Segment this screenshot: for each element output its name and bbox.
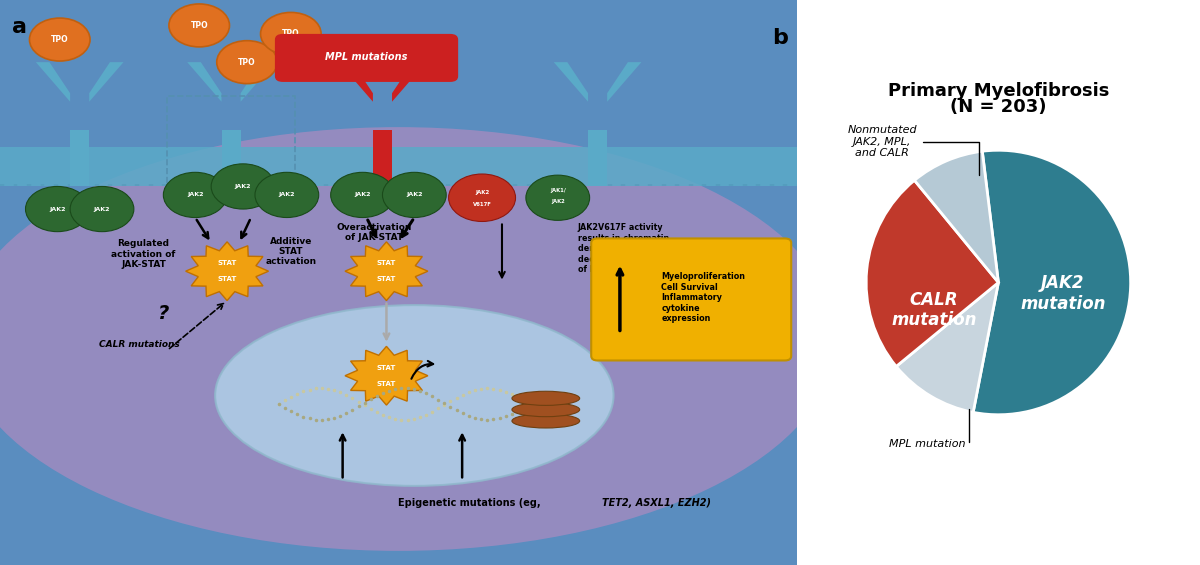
Text: CALR
mutation: CALR mutation [892, 290, 977, 329]
Wedge shape [914, 151, 998, 282]
Text: TPO: TPO [282, 29, 300, 38]
Circle shape [169, 4, 229, 47]
Circle shape [331, 172, 395, 218]
Text: JAK2V617F activity
results in chromatin
demethylation and
decreased binding
of H: JAK2V617F activity results in chromatin … [577, 223, 668, 274]
Text: TPO: TPO [191, 21, 208, 30]
Text: JAK1/: JAK1/ [550, 189, 565, 193]
Circle shape [70, 186, 134, 232]
Text: JAK2: JAK2 [354, 193, 371, 197]
Text: STAT: STAT [377, 260, 396, 266]
Text: JAK2: JAK2 [551, 199, 565, 203]
Polygon shape [607, 62, 642, 130]
Circle shape [30, 18, 90, 61]
Polygon shape [553, 62, 588, 130]
Ellipse shape [215, 305, 613, 486]
Polygon shape [36, 62, 70, 130]
Text: Additive
STAT
activation: Additive STAT activation [265, 237, 317, 266]
Text: JAK2: JAK2 [49, 207, 66, 211]
Polygon shape [338, 62, 373, 130]
Bar [70, 130, 89, 186]
FancyBboxPatch shape [275, 34, 458, 82]
Polygon shape [187, 62, 222, 130]
Polygon shape [241, 62, 275, 130]
Circle shape [217, 41, 277, 84]
Text: CALR mutations: CALR mutations [100, 340, 180, 349]
Text: Myeloproliferation
Cell Survival
Inflammatory
cytokine
expression: Myeloproliferation Cell Survival Inflamm… [661, 272, 745, 323]
Bar [0, 147, 797, 186]
FancyBboxPatch shape [592, 238, 791, 360]
Text: JAK2: JAK2 [235, 184, 251, 189]
Text: TET2, ASXL1, EZH2): TET2, ASXL1, EZH2) [601, 498, 710, 508]
Text: (N = 203): (N = 203) [950, 98, 1046, 116]
Ellipse shape [0, 127, 836, 551]
Wedge shape [973, 150, 1130, 415]
Text: MPL mutations: MPL mutations [325, 53, 408, 62]
Text: STAT: STAT [217, 276, 236, 282]
Text: STAT: STAT [377, 276, 396, 282]
Polygon shape [186, 242, 269, 301]
Text: STAT: STAT [377, 381, 396, 386]
Ellipse shape [512, 402, 580, 417]
Polygon shape [346, 346, 428, 405]
Circle shape [211, 164, 275, 209]
Circle shape [260, 12, 322, 55]
Text: Epigenetic mutations (eg,: Epigenetic mutations (eg, [398, 498, 545, 508]
Text: JAK2: JAK2 [406, 193, 422, 197]
Bar [167, 96, 295, 192]
Text: JAK2: JAK2 [475, 190, 490, 194]
Text: Primary Myelofibrosis: Primary Myelofibrosis [888, 82, 1109, 100]
Wedge shape [866, 180, 998, 367]
Circle shape [25, 186, 89, 232]
Text: ?: ? [157, 304, 169, 323]
Ellipse shape [512, 414, 580, 428]
Circle shape [383, 172, 446, 218]
Wedge shape [896, 282, 998, 412]
Text: MPL mutation: MPL mutation [889, 410, 970, 449]
Circle shape [526, 175, 589, 220]
Text: JAK2: JAK2 [94, 207, 110, 211]
Polygon shape [392, 62, 426, 130]
Text: JAK2: JAK2 [187, 193, 204, 197]
Ellipse shape [512, 391, 580, 406]
Polygon shape [346, 242, 428, 301]
Polygon shape [89, 62, 124, 130]
Circle shape [449, 174, 516, 221]
Circle shape [163, 172, 227, 218]
Bar [588, 130, 607, 186]
Text: TPO: TPO [238, 58, 256, 67]
Text: JAK2: JAK2 [278, 193, 295, 197]
Text: Regulated
activation of
JAK-STAT: Regulated activation of JAK-STAT [112, 240, 175, 269]
Text: Overactivation
of JAK-STAT: Overactivation of JAK-STAT [337, 223, 412, 242]
Text: b: b [773, 28, 788, 49]
Bar [222, 130, 241, 186]
Bar [373, 130, 392, 186]
Text: Nonmutated
JAK2, MPL,
and CALR: Nonmutated JAK2, MPL, and CALR [847, 125, 979, 175]
Text: TPO: TPO [50, 35, 68, 44]
Text: STAT: STAT [217, 260, 236, 266]
Circle shape [254, 172, 319, 218]
Text: STAT: STAT [377, 365, 396, 371]
Text: a: a [12, 17, 26, 37]
Text: JAK2
mutation: JAK2 mutation [1020, 275, 1105, 313]
Text: V617F: V617F [473, 202, 492, 207]
